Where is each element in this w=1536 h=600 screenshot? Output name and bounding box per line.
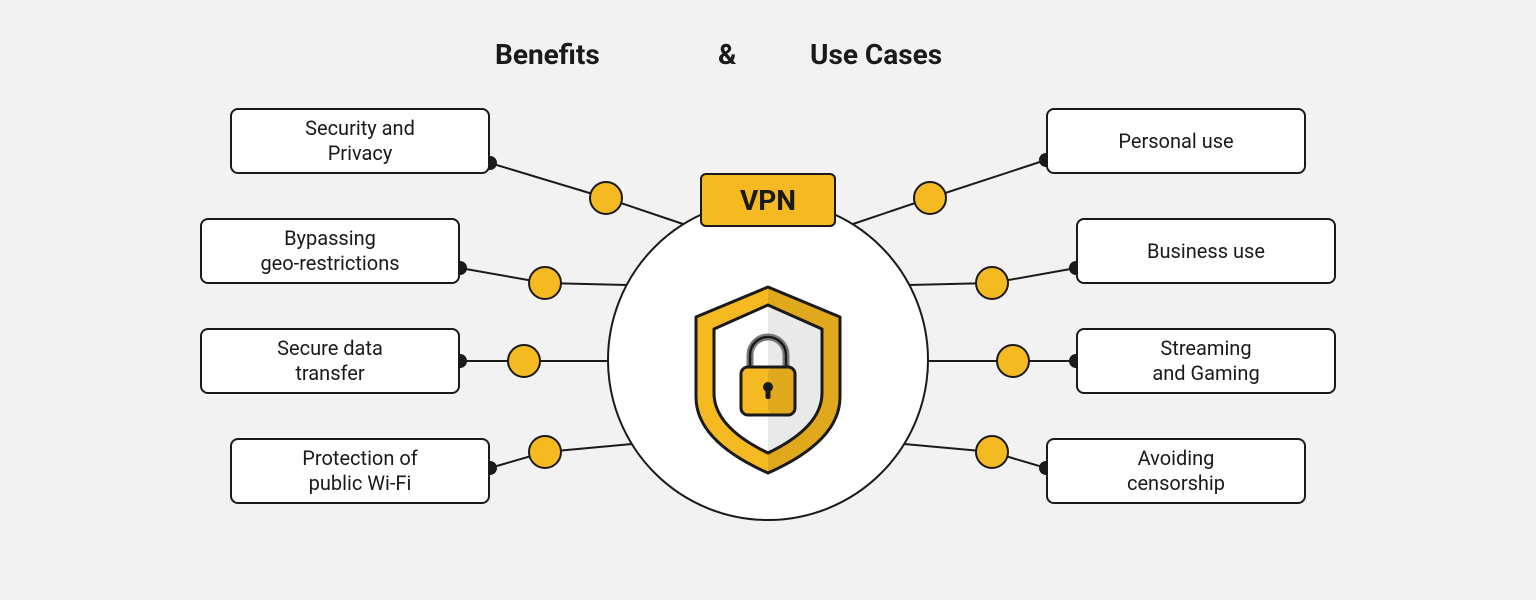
benefit-wifi-label: Protection ofpublic Wi-Fi [302,446,417,496]
use-streaming-label: Streamingand Gaming [1152,336,1259,386]
connector-node-0 [590,182,622,214]
diagram-svg [0,0,1536,600]
title-ampersand: & [718,38,736,71]
benefit-transfer-label: Secure datatransfer [277,336,383,386]
connector-node-7 [976,436,1008,468]
benefit-security-label: Security andPrivacy [305,116,415,166]
diagram-canvas: Benefits & Use Cases VPN Security andPri… [0,0,1536,600]
benefit-geo-label: Bypassinggeo-restrictions [260,226,399,276]
use-streaming: Streamingand Gaming [1076,328,1336,394]
use-censorship: Avoidingcensorship [1046,438,1306,504]
use-personal: Personal use [1046,108,1306,174]
use-business: Business use [1076,218,1336,284]
benefit-wifi: Protection ofpublic Wi-Fi [230,438,490,504]
connector-node-3 [529,436,561,468]
title-usecases: Use Cases [810,38,942,71]
title-benefits: Benefits [495,38,600,71]
use-censorship-label: Avoidingcensorship [1127,446,1225,496]
connector-node-5 [976,267,1008,299]
use-personal-label: Personal use [1118,129,1233,154]
benefit-geo: Bypassinggeo-restrictions [200,218,460,284]
connector-node-6 [997,345,1029,377]
vpn-label: VPN [700,173,836,227]
connector-node-1 [529,267,561,299]
vpn-label-text: VPN [740,184,796,217]
benefit-transfer: Secure datatransfer [200,328,460,394]
benefit-security: Security andPrivacy [230,108,490,174]
connector-line-a-4 [930,160,1046,198]
connector-line-a-0 [490,163,606,198]
connector-node-4 [914,182,946,214]
use-business-label: Business use [1147,239,1265,264]
connector-node-2 [508,345,540,377]
